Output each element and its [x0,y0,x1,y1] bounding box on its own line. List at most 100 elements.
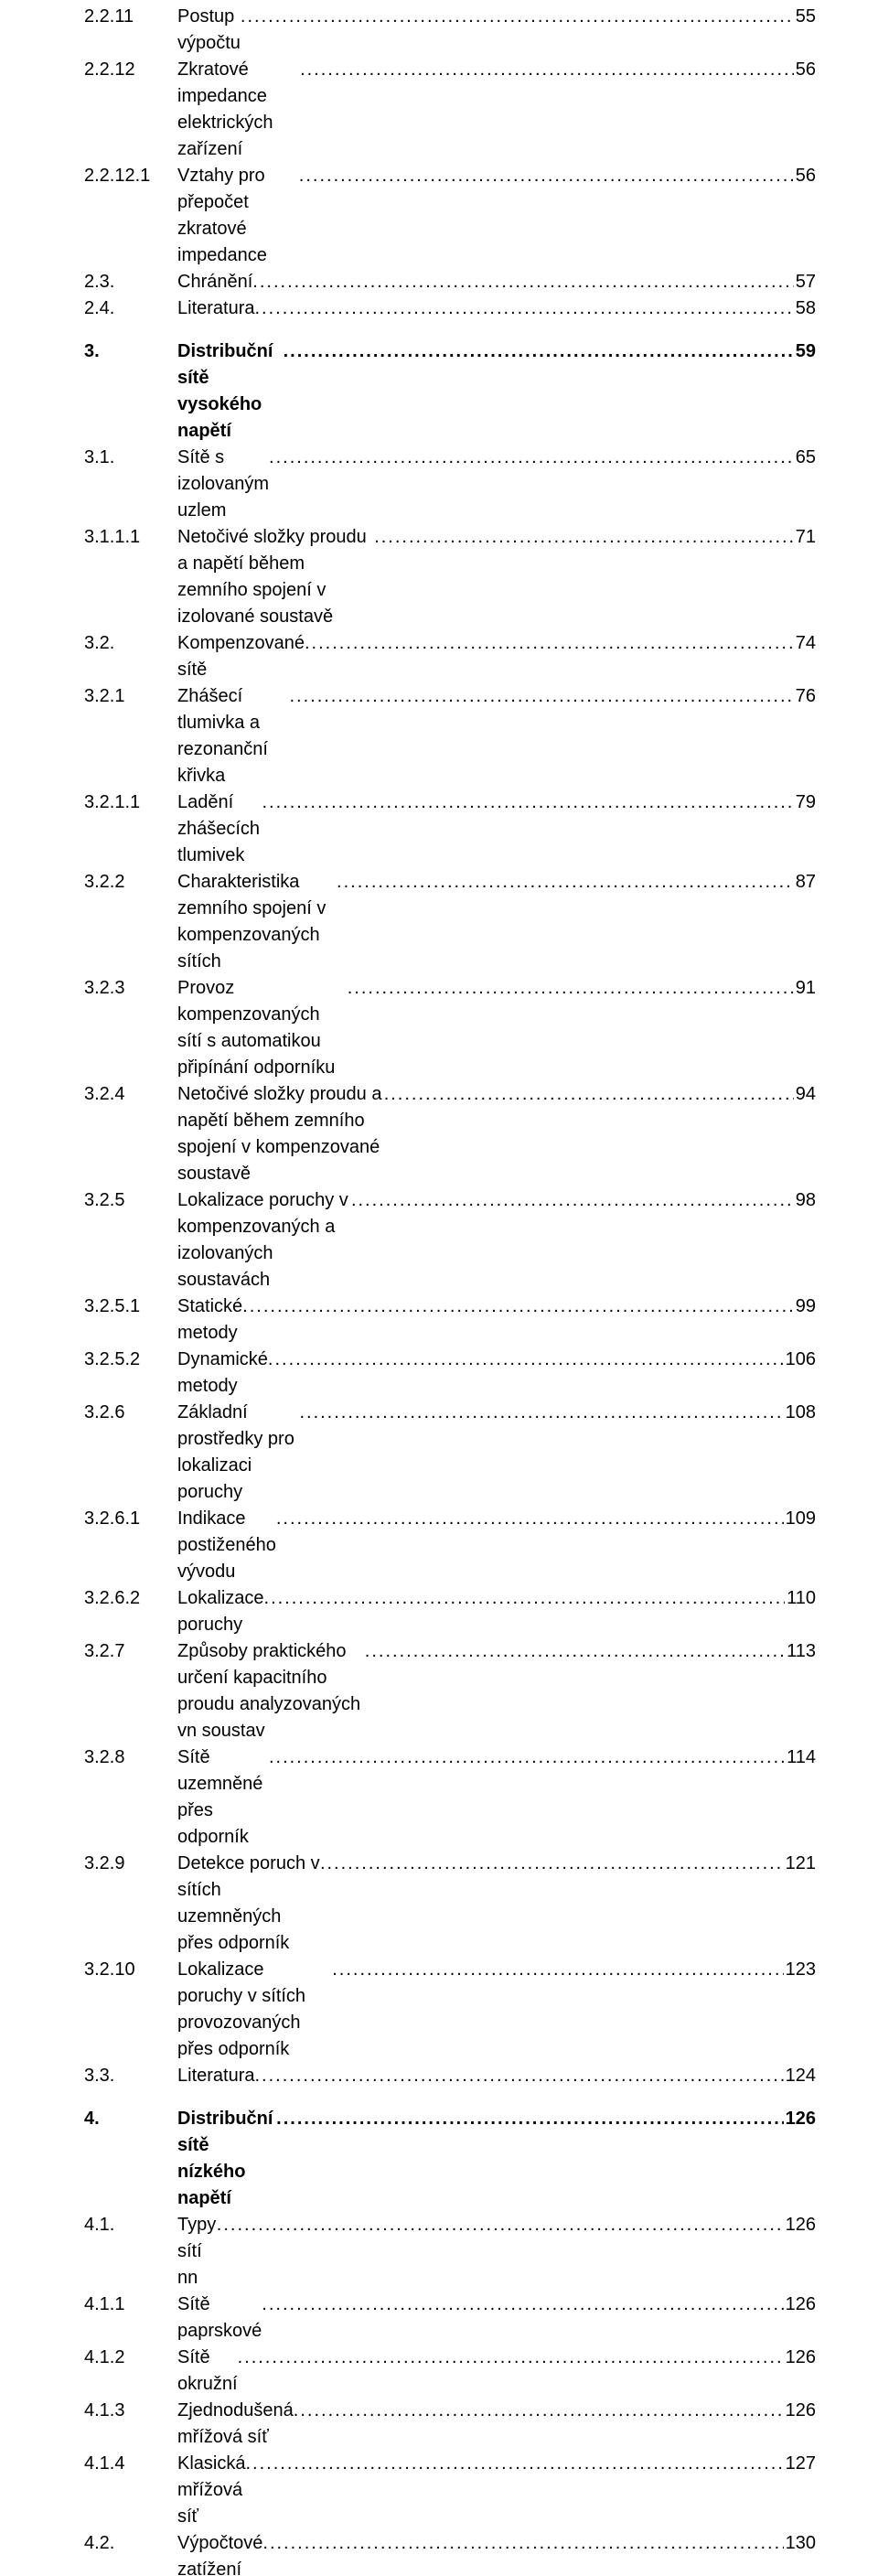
toc-entry: 3.2.1.1Ladění zhášecích tlumivek79 [84,789,816,869]
toc-entry: 3.1.Sítě s izolovaným uzlem65 [84,445,816,524]
toc-number: 3.2.5 [84,1187,177,1214]
toc-number: 3.2.1 [84,683,177,710]
toc-page-number: 56 [794,163,816,189]
toc-entry: 3.2.6Základní prostředky pro lokalizaci … [84,1400,816,1506]
toc-leader-dots [289,683,793,710]
toc-title: Chránění [177,269,252,295]
toc-page-number: 91 [794,975,816,1002]
toc-page-number: 130 [784,2530,816,2557]
toc-leader-dots [384,1081,794,1108]
toc-page-number: 74 [794,630,816,657]
toc-title: Postup výpočtu [177,4,241,57]
toc-number: 2.3. [84,269,177,295]
toc-entry: 3.2.5Lokalizace poruchy v kompenzovaných… [84,1187,816,1293]
toc-leader-dots [299,1400,783,1426]
toc-entry: 2.2.11Postup výpočtu 55 [84,4,816,57]
toc-entry: 3.2.5.1Statické metody99 [84,1293,816,1347]
toc-page-number: 87 [794,869,816,896]
toc-title: Výpočtové zatížení sítí nn [177,2530,262,2576]
toc-page-number: 76 [794,683,816,710]
toc-number: 2.2.12 [84,57,177,83]
toc-page-number: 121 [784,1851,816,1877]
toc-number: 2.2.12.1 [84,163,177,189]
toc-title-wrap: Klasická mřížová síť [177,2451,784,2530]
toc-number: 3.3. [84,2063,177,2089]
toc-page-number: 126 [784,2212,816,2238]
toc-entry: 4.Distribuční sítě nízkého napětí126 [84,2106,816,2212]
toc-entry: 4.1.1Sítě paprskové126 [84,2292,816,2345]
toc-entry: 4.1.Typy sítí nn126 [84,2212,816,2292]
toc-page-number: 56 [794,57,816,83]
toc-entry: 3.2.4Netočivé složky proudu a napětí běh… [84,1081,816,1187]
toc-leader-dots [284,338,794,365]
toc-title: Statické metody [177,1293,242,1347]
toc-leader-dots [238,2345,784,2371]
toc-title: Zkratové impedance elektrických zařízení [177,57,300,163]
toc-title-wrap: Charakteristika zemního spojení v kompen… [177,869,794,975]
toc-number: 3.2.7 [84,1638,177,1665]
toc-page-number: 99 [794,1293,816,1320]
toc-leader-dots [262,789,794,816]
toc-title-wrap: Detekce poruch v sítích uzemněných přes … [177,1851,784,1957]
toc-entry: 2.2.12.1Vztahy pro přepočet zkratové imp… [84,163,816,269]
toc-entry: 3.2.Kompenzované sítě74 [84,630,816,683]
toc-title-wrap: Typy sítí nn [177,2212,784,2292]
toc-entry: 4.2.Výpočtové zatížení sítí nn130 [84,2530,816,2576]
toc-title: Distribuční sítě vysokého napětí [177,338,284,445]
toc-title: Lokalizace poruchy v kompenzovaných a iz… [177,1187,351,1293]
toc-entry: 3.2.6.1Indikace postiženého vývodu109 [84,1506,816,1585]
toc-page-number: 71 [794,524,816,551]
toc-leader-dots [264,1585,786,1612]
toc-page-number: 127 [784,2451,816,2477]
toc-title: Literatura [177,2063,255,2089]
toc-leader-dots [252,269,793,295]
toc-title-wrap: Ladění zhášecích tlumivek [177,789,794,869]
toc-title-wrap: Lokalizace poruchy v sítích provozovanýc… [177,1957,784,2063]
toc-page-number: 114 [785,1744,816,1771]
toc-title-wrap: Sítě okružní [177,2345,784,2398]
toc-title: Lokalizace poruchy v sítích provozovanýc… [177,1957,332,2063]
toc-leader-dots [305,630,794,657]
toc-number: 3.1.1.1 [84,524,177,551]
toc-gap [84,2089,816,2106]
toc-leader-dots [217,2212,784,2238]
toc-entry: 3.3.Literatura124 [84,2063,816,2089]
toc-number: 3.2.6.1 [84,1506,177,1532]
toc-page-number: 55 [794,4,816,30]
toc-leader-dots [374,524,794,551]
toc-title: Netočivé složky proudu a napětí během ze… [177,524,374,630]
toc-number: 4. [84,2106,177,2132]
toc-entry: 3.2.5.2Dynamické metody 106 [84,1347,816,1400]
toc-title: Literatura [177,295,255,322]
toc-entry: 3.2.1Zhášecí tlumivka a rezonanční křivk… [84,683,816,789]
toc-number: 3.2.5.2 [84,1347,177,1373]
toc-title: Kompenzované sítě [177,630,305,683]
toc-title-wrap: Postup výpočtu [177,4,794,57]
toc-title: Provoz kompenzovaných sítí s automatikou… [177,975,348,1081]
toc-title: Sítě paprskové [177,2292,262,2345]
toc-title-wrap: Sítě paprskové [177,2292,784,2345]
toc-number: 3.2.3 [84,975,177,1002]
toc-page-number: 126 [784,2345,816,2371]
toc-number: 3.2.8 [84,1744,177,1771]
toc-number: 2.2.11 [84,4,177,30]
toc-page-number: 106 [784,1347,816,1373]
toc-title-wrap: Lokalizace poruchy [177,1585,785,1638]
toc-page-number: 126 [784,2398,816,2424]
toc-title: Ladění zhášecích tlumivek [177,789,262,869]
toc-title: Sítě okružní [177,2345,238,2398]
toc-title: Dynamické metody [177,1347,268,1400]
toc-leader-dots [255,2063,784,2089]
toc-page-number: 94 [794,1081,816,1108]
toc-leader-dots [276,1506,784,1532]
toc-title-wrap: Sítě s izolovaným uzlem [177,445,794,524]
toc-entry: 3.2.7Způsoby praktického určení kapacitn… [84,1638,816,1744]
toc-number: 4.1.3 [84,2398,177,2424]
toc-title: Netočivé složky proudu a napětí během ze… [177,1081,384,1187]
toc-entry: 3.2.8Sítě uzemněné přes odporník114 [84,1744,816,1851]
toc-title: Lokalizace poruchy [177,1585,264,1638]
toc-leader-dots [365,1638,785,1665]
toc-title-wrap: Chránění [177,269,794,295]
toc-title-wrap: Netočivé složky proudu a napětí během ze… [177,524,794,630]
toc-leader-dots [299,163,794,189]
